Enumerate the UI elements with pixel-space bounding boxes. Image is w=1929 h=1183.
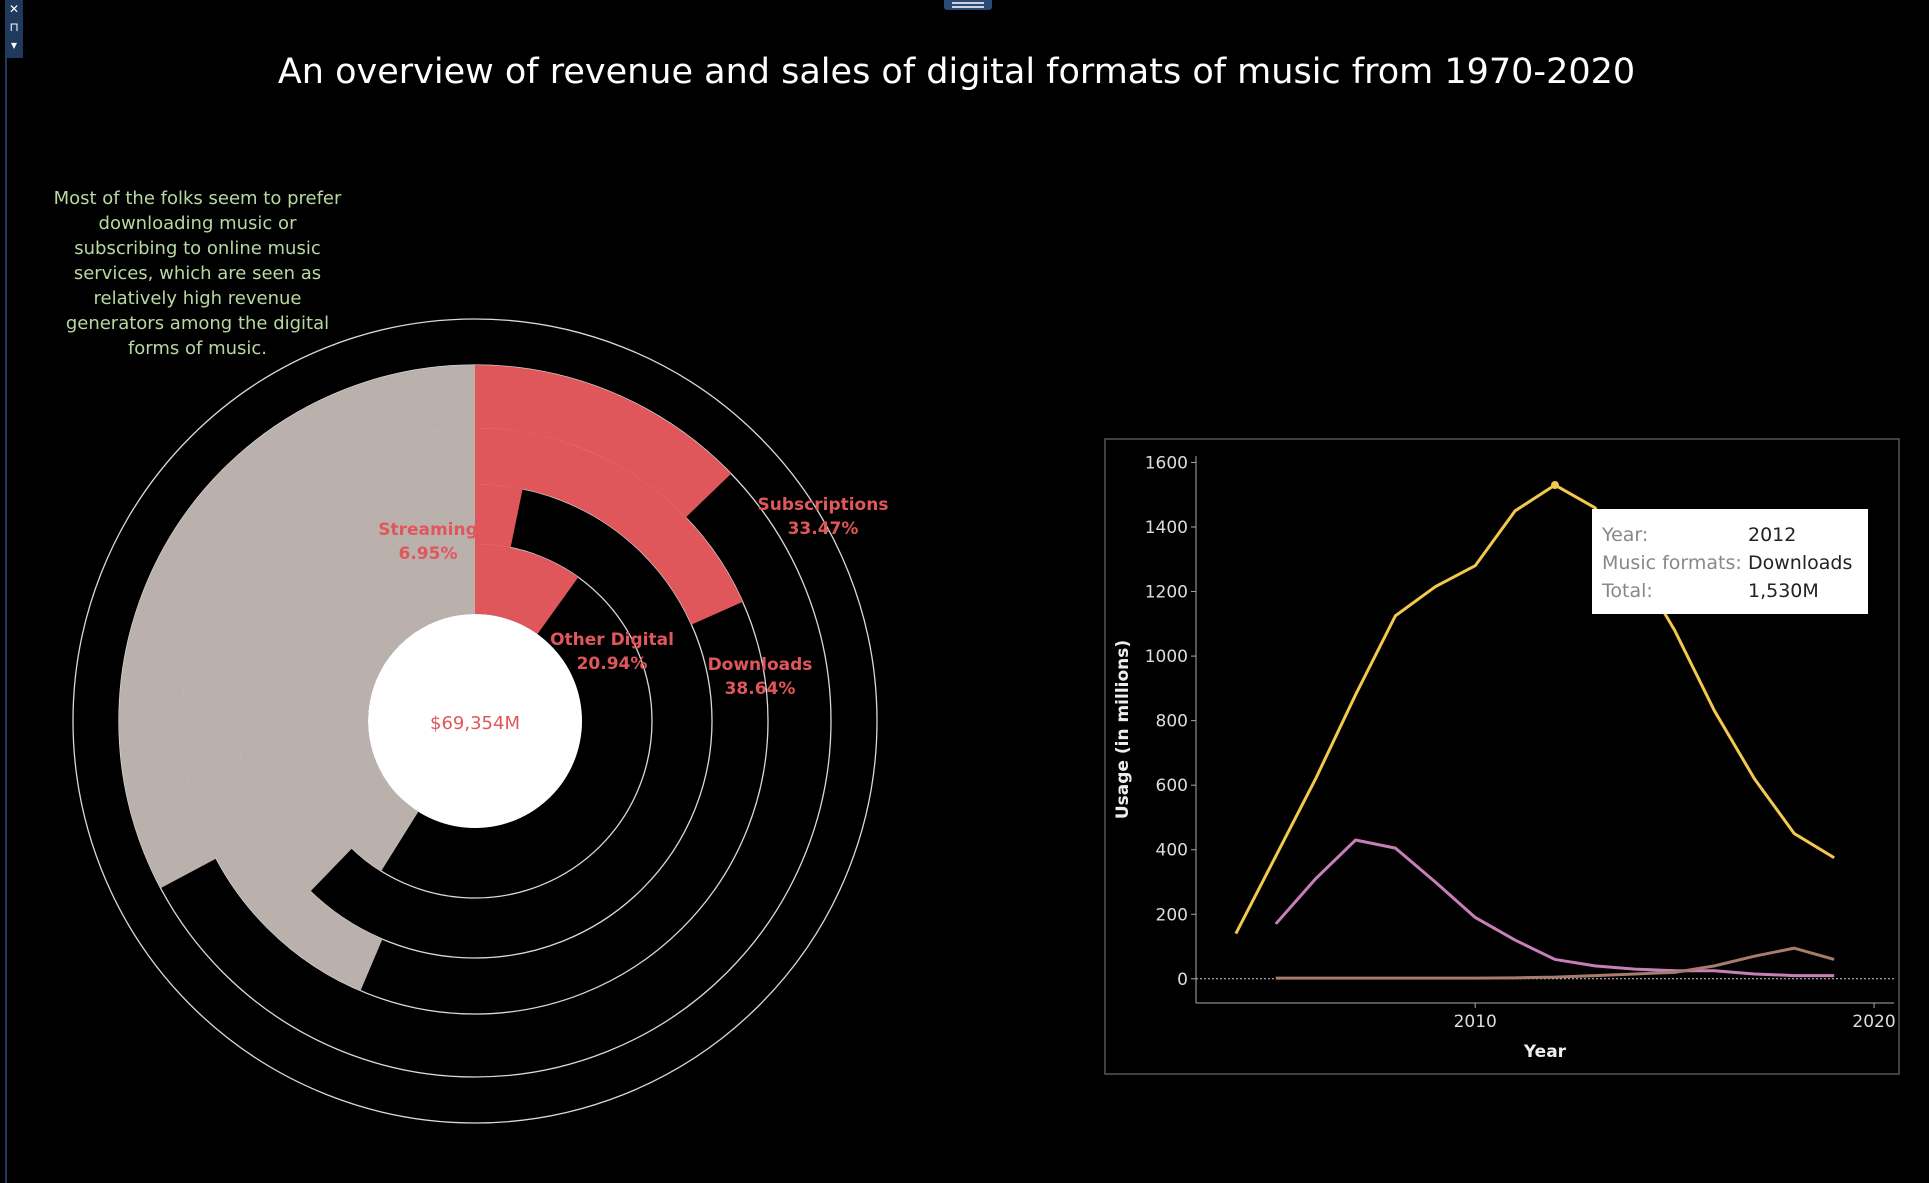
center-circle <box>368 614 582 828</box>
annotation-text: Most of the folks seem to prefer downloa… <box>53 188 342 359</box>
worksheet-toolbar: ✕ ⊓ ▾ <box>5 0 23 58</box>
y-tick-label-200: 200 <box>1156 905 1188 925</box>
tooltip-format-label: Music formats: <box>1602 552 1742 574</box>
ring-wedge-other-digital <box>475 544 579 635</box>
label-other-digital: Other Digital <box>550 630 674 650</box>
series-line-other-digital <box>1274 838 1835 978</box>
tooltip-format-value: Downloads <box>1748 552 1853 574</box>
dashboard-title: An overview of revenue and sales of digi… <box>277 52 1636 92</box>
ring-rest-subscriptions <box>118 365 476 889</box>
ring-rest-other-digital <box>297 544 475 872</box>
close-icon[interactable]: ✕ <box>8 2 20 16</box>
ring-wedge-downloads <box>475 428 743 625</box>
label-subscriptions: Subscriptions <box>758 495 889 515</box>
y-tick-label-1000: 1000 <box>1145 647 1188 667</box>
y-axis-title: Usage (in millions) <box>1113 640 1133 819</box>
x-tick-label-2020: 2020 <box>1852 1012 1895 1032</box>
chevron-down-icon[interactable]: ▾ <box>10 38 18 52</box>
ring-wedge-streaming <box>475 484 523 548</box>
series-line-physical <box>1275 946 1835 980</box>
y-tick-label-0: 0 <box>1177 970 1188 990</box>
y-tick-label-1200: 1200 <box>1145 583 1188 603</box>
ring-rest-downloads <box>181 428 475 991</box>
y-tick-label-600: 600 <box>1156 776 1188 796</box>
percent-other-digital: 20.94% <box>577 654 648 674</box>
ring-wedge-subscriptions <box>475 365 732 518</box>
y-tick-label-800: 800 <box>1156 712 1188 732</box>
highlighted-point <box>1550 481 1559 490</box>
chart-tooltip: Year: 2012 Music formats: Downloads Total:… <box>1592 509 1868 614</box>
ring-rest-streaming <box>237 483 475 892</box>
y-tick-label-400: 400 <box>1156 841 1188 861</box>
ring-outline-4 <box>72 318 878 1124</box>
series-line-downloads <box>1234 483 1835 935</box>
drag-handle[interactable] <box>944 0 992 10</box>
y-tick-label-1400: 1400 <box>1145 518 1188 538</box>
tooltip-year-label: Year: <box>1602 524 1649 546</box>
tooltip-total-value: 1,530M <box>1748 580 1819 602</box>
label-streaming: Streaming <box>378 520 478 540</box>
percent-subscriptions: 33.47% <box>788 519 859 539</box>
radial-donut-chart: $69,354M Other Digital 20.94% Streaming 6.95… <box>72 318 889 1124</box>
pin-icon[interactable]: ⊓ <box>9 20 19 34</box>
tooltip-year-value: 2012 <box>1748 524 1797 546</box>
y-tick-label-1600: 1600 <box>1145 453 1188 473</box>
left-border <box>5 58 7 1183</box>
x-axis-title: Year <box>1523 1042 1567 1062</box>
label-downloads: Downloads <box>708 655 813 675</box>
x-tick-label-2010: 2010 <box>1454 1012 1497 1032</box>
percent-streaming: 6.95% <box>399 544 458 564</box>
percent-downloads: 38.64% <box>725 679 796 699</box>
tooltip-total-label: Total: <box>1602 580 1653 602</box>
chart-frame <box>1104 438 1900 1075</box>
center-total-label: $69,354M <box>430 713 520 734</box>
line-chart: 0 200 400 600 800 1000 1200 1400 1600 2010 2020 Yea… <box>1104 438 1900 1075</box>
